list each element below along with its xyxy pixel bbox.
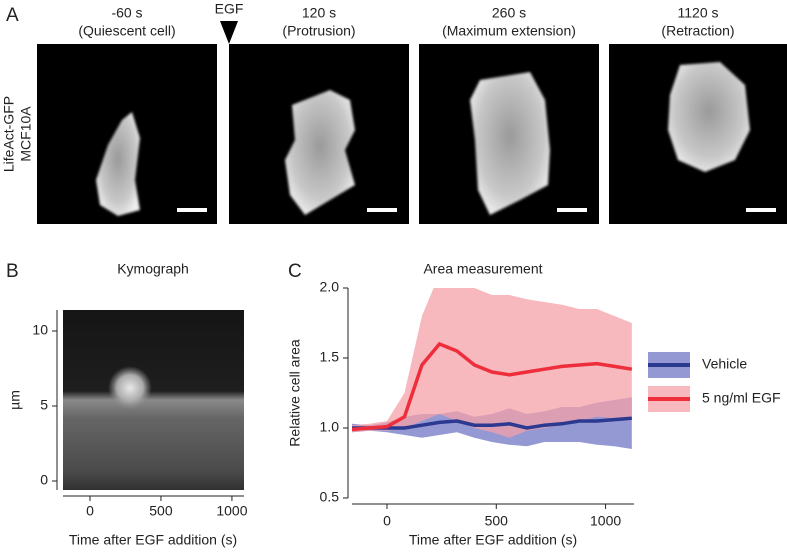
frame-time: 120 s <box>302 5 336 21</box>
y-label: MCF10A <box>18 106 34 162</box>
frame-caption: (Quiescent cell) <box>78 23 175 39</box>
cell <box>285 90 355 215</box>
x-tick-label: 1000 <box>216 503 247 519</box>
scale-bar <box>367 208 397 212</box>
chart-title: Area measurement <box>423 261 542 277</box>
cell <box>668 62 750 172</box>
legend-label: Vehicle <box>702 356 747 372</box>
panel-title: Kymograph <box>117 261 189 277</box>
scale-bar <box>177 208 207 212</box>
frame-time: 260 s <box>492 5 526 21</box>
egf-marker-label: EGF <box>215 1 244 17</box>
panel-label: B <box>6 261 19 282</box>
frame-caption: (Protrusion) <box>282 23 355 39</box>
frame-caption: (Retraction) <box>661 23 734 39</box>
scale-bar <box>557 208 587 212</box>
y-label: Relative cell area <box>287 339 303 447</box>
kymograph <box>63 310 244 490</box>
frames <box>37 44 787 224</box>
kymograph-protrusion <box>108 366 152 410</box>
frame-time: 1120 s <box>678 5 719 21</box>
panel-label: A <box>6 5 19 26</box>
panel-label: C <box>288 261 302 282</box>
y-label: LifeAct-GFP <box>1 96 17 172</box>
y-tick-label: 10 <box>32 322 48 338</box>
legend-label: 5 ng/ml EGF <box>702 390 781 406</box>
error-band <box>352 288 632 438</box>
x-tick-label: 1000 <box>590 513 621 529</box>
y-tick-label: 5 <box>40 397 48 413</box>
x-tick-label: 500 <box>485 513 509 529</box>
x-tick-label: 0 <box>383 513 391 529</box>
y-tick-label: 2.0 <box>320 279 340 295</box>
y-tick-label: 1.0 <box>320 419 340 435</box>
y-tick-label: 1.5 <box>320 349 340 365</box>
y-tick-label: 0.5 <box>320 489 340 505</box>
cell <box>96 112 140 216</box>
x-tick-label: 0 <box>86 503 94 519</box>
frame-caption: (Maximum extension) <box>442 23 576 39</box>
frame-time: -60 s <box>111 5 142 21</box>
mean-line <box>352 416 632 430</box>
y-tick-label: 0 <box>40 472 48 488</box>
mean-line <box>352 341 633 432</box>
x-tick-label: 500 <box>149 503 173 519</box>
y-label: µm <box>7 390 23 410</box>
plot-area <box>352 288 633 449</box>
x-label: Time after EGF addition (s) <box>409 532 577 548</box>
scale-bar <box>746 208 776 212</box>
egf-arrow <box>220 21 238 44</box>
x-label: Time after EGF addition (s) <box>69 532 237 548</box>
cell <box>470 72 550 215</box>
